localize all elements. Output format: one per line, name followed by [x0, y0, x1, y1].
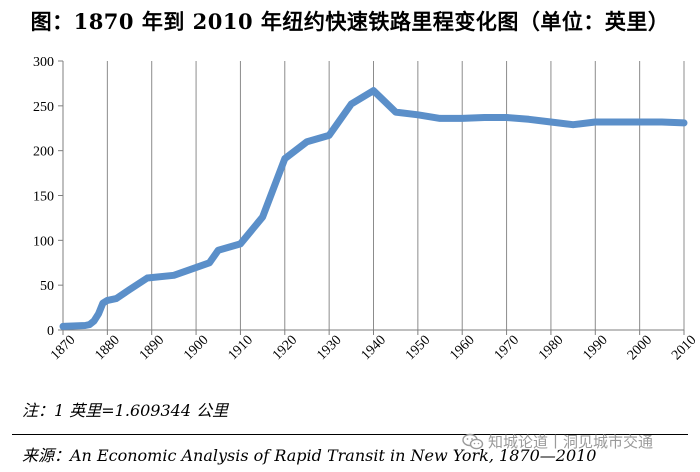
x-tick-label-1880: 1880 [93, 333, 123, 363]
x-tick-label-1950: 1950 [403, 333, 433, 363]
x-tick-label-1970: 1970 [492, 333, 522, 363]
y-tick-label-200: 200 [33, 145, 54, 160]
watermark: 知城论道丨洞见城市交通 [462, 431, 653, 452]
y-tick-label-300: 300 [33, 55, 54, 70]
x-tick-label-1910: 1910 [226, 333, 256, 363]
y-tick-label-250: 250 [33, 100, 54, 115]
x-tick-label-1920: 1920 [270, 333, 300, 363]
source-text: 来源：An Economic Analysis of Rapid Transit… [22, 446, 597, 465]
x-tick-label-1980: 1980 [536, 333, 566, 363]
x-tick-labels: 1870 1880 1890 1900 1910 1920 1930 1940 1950 1960… [48, 333, 699, 363]
watermark-text: 知城论道丨洞见城市交通 [488, 433, 654, 451]
x-tick-label-2000: 2000 [625, 333, 655, 363]
y-tick-label-150: 150 [33, 190, 54, 205]
y-tick-label-50: 50 [40, 279, 54, 294]
unit-note: 注：1 英里=1.609344 公里 [22, 401, 229, 420]
series-layer [59, 87, 688, 330]
divider-line [12, 434, 688, 435]
x-tick-label-2010: 2010 [669, 333, 699, 363]
x-tick-label-1940: 1940 [359, 333, 389, 363]
series-line-0 [59, 87, 688, 330]
y-tick-label-100: 100 [33, 234, 54, 249]
x-tick-label-1990: 1990 [580, 333, 610, 363]
axes [58, 60, 685, 335]
vertical-gridlines [106, 61, 685, 330]
wechat-icon [462, 433, 484, 449]
chart-title: 图：1870 年到 2010 年纽约快速铁路里程变化图（单位：英里） [30, 9, 670, 34]
x-tick-label-1930: 1930 [314, 333, 344, 363]
x-tick-label-1900: 1900 [181, 333, 211, 363]
y-tick-labels: 0 50 100 150 200 250 300 [33, 55, 54, 339]
y-tick-label-0: 0 [47, 324, 54, 339]
x-tick-label-1960: 1960 [447, 333, 477, 363]
x-tick-label-1890: 1890 [137, 333, 167, 363]
